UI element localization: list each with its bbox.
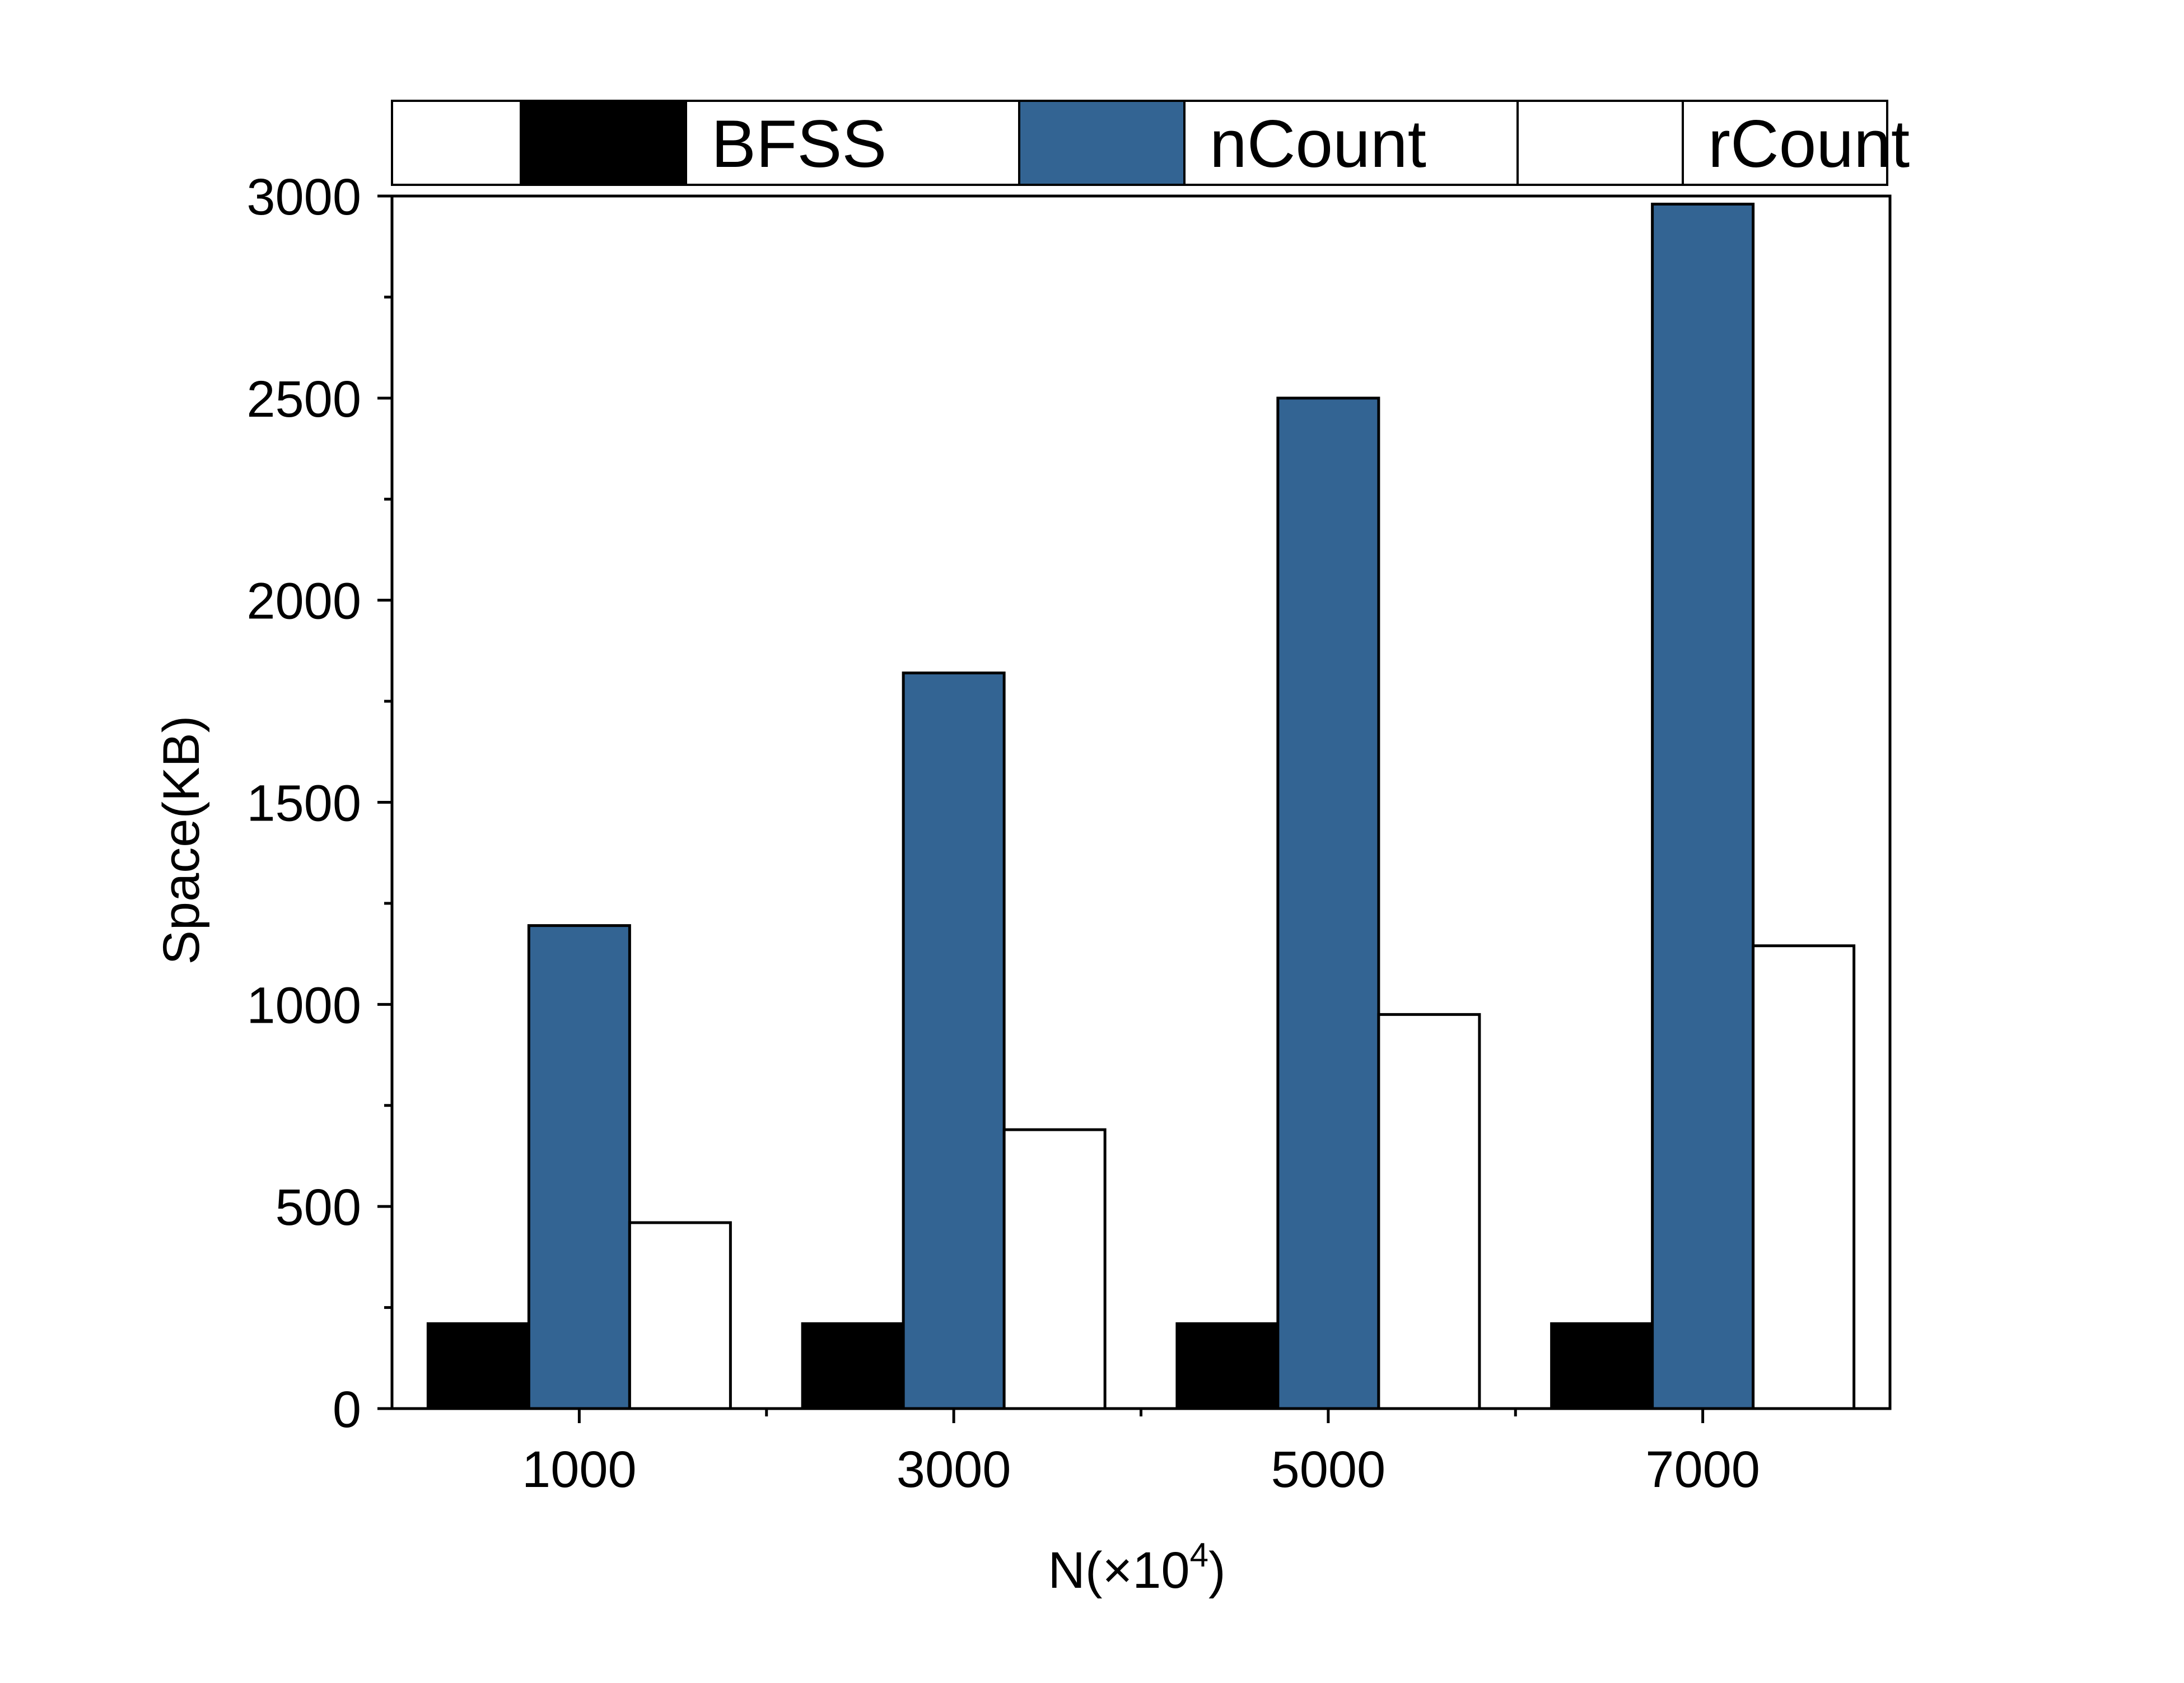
legend-label-rcount: rCount bbox=[1708, 106, 1910, 181]
bar-bfss-1000 bbox=[426, 1322, 530, 1410]
x-axis-title-suffix: ) bbox=[1208, 1542, 1226, 1599]
x-axis-title: N(×104) bbox=[1048, 1536, 1225, 1599]
x-axis-title-text: N(×10 bbox=[1048, 1542, 1189, 1599]
y-tick-label: 1000 bbox=[246, 977, 361, 1034]
legend-label-ncount: nCount bbox=[1210, 106, 1426, 181]
bars bbox=[426, 202, 1856, 1410]
bar-bfss-3000 bbox=[801, 1322, 905, 1410]
y-tick-label: 2000 bbox=[246, 573, 361, 630]
y-axis-title: Space(KB) bbox=[153, 716, 210, 965]
bar-rcount-7000 bbox=[1752, 944, 1856, 1410]
x-axis-title-superscript: 4 bbox=[1190, 1536, 1208, 1574]
x-tick-label: 1000 bbox=[522, 1441, 637, 1498]
x-tick-label: 5000 bbox=[1271, 1441, 1386, 1498]
bar-ncount-1000 bbox=[527, 924, 631, 1410]
legend-swatch-bfss bbox=[520, 100, 687, 186]
x-tick-label: 3000 bbox=[897, 1441, 1011, 1498]
bar-rcount-3000 bbox=[1002, 1128, 1107, 1410]
y-tick-label: 3000 bbox=[246, 169, 361, 226]
bar-rcount-1000 bbox=[628, 1221, 732, 1410]
bar-bfss-7000 bbox=[1550, 1322, 1654, 1410]
legend-label-bfss: BFSS bbox=[711, 106, 886, 181]
legend-swatch-ncount bbox=[1018, 100, 1186, 186]
y-tick-label: 1500 bbox=[246, 775, 361, 832]
bar-ncount-3000 bbox=[902, 672, 1006, 1410]
legend: BFSS nCount rCount bbox=[391, 100, 1910, 186]
y-tick-label: 0 bbox=[333, 1381, 361, 1438]
bar-bfss-5000 bbox=[1175, 1322, 1280, 1410]
x-axis-ticks: 1000 3000 5000 7000 bbox=[522, 1409, 1760, 1498]
bar-ncount-5000 bbox=[1276, 397, 1380, 1410]
y-tick-label: 500 bbox=[276, 1179, 362, 1236]
x-tick-label: 7000 bbox=[1645, 1441, 1760, 1498]
legend-swatch-rcount bbox=[1516, 100, 1684, 186]
y-axis-ticks: 0 500 1000 1500 2000 2500 3000 bbox=[246, 169, 392, 1438]
bar-rcount-5000 bbox=[1377, 1013, 1481, 1410]
bar-ncount-7000 bbox=[1651, 202, 1755, 1410]
y-tick-label: 2500 bbox=[246, 371, 361, 428]
